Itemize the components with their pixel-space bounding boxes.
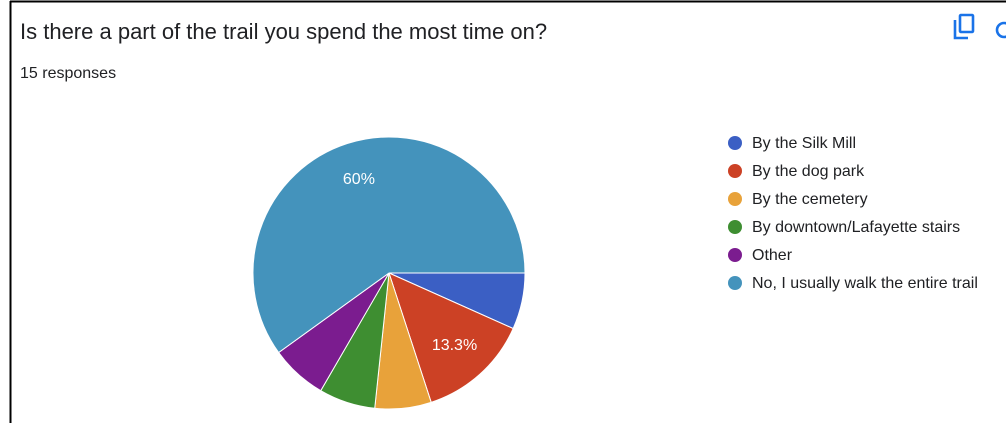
legend-label: By the cemetery [752,191,868,208]
legend-marker [728,248,742,262]
legend-label: By downtown/Lafayette stairs [752,219,960,236]
legend-label: By the dog park [752,163,865,180]
pie-slice [388,272,514,403]
legend-label: Other [752,247,793,264]
slice-label: 60% [343,171,375,188]
legend-label: No, I usually walk the entire trail [752,275,978,292]
slice-label: 13.3% [432,337,477,354]
legend-marker [728,220,742,234]
legend-label: By the Silk Mill [752,135,856,152]
legend-marker [728,136,742,150]
more-icon[interactable] [995,21,1006,39]
legend-marker [728,276,742,290]
copy-icon[interactable] [953,13,975,40]
chart-title: Is there a part of the trail you spend t… [20,19,547,44]
response-count: 15 responses [20,65,116,82]
legend-marker [728,192,742,206]
pie-slice [252,136,526,354]
legend-marker [728,164,742,178]
